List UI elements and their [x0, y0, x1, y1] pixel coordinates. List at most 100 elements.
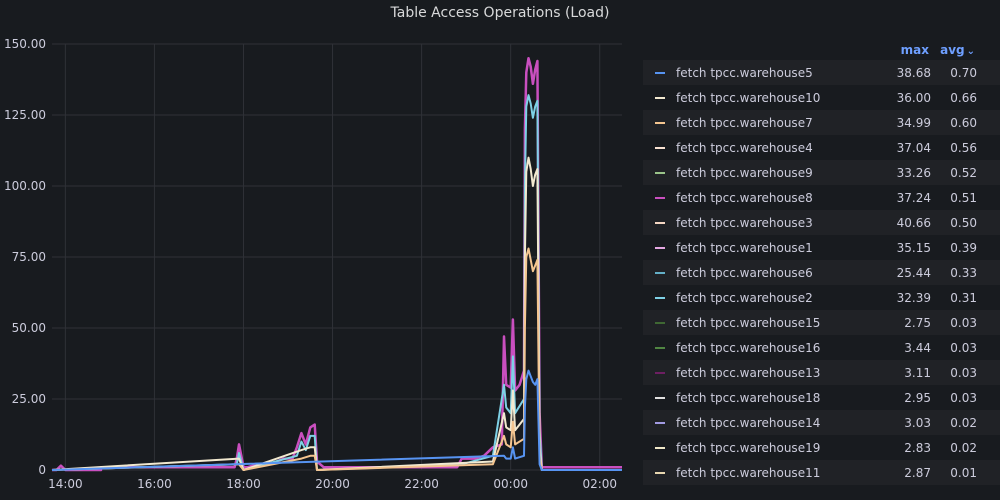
legend-max-header[interactable]: max	[900, 43, 929, 57]
legend-item-label: fetch tpcc.warehouse16	[676, 340, 821, 355]
line-chart[interactable]: 0 25.00 50.00 75.00 100.00 125.00 150.00 14:00…	[0, 0, 630, 500]
legend-item[interactable]: fetch tpcc.warehouse3 40.66 0.50	[643, 210, 1000, 235]
legend-item[interactable]: fetch tpcc.warehouse8 37.24 0.51	[643, 185, 1000, 210]
legend-item-max: 25.44	[896, 265, 931, 280]
legend-item[interactable]: fetch tpcc.warehouse15 2.75 0.03	[643, 310, 1000, 335]
legend-item-label: fetch tpcc.warehouse2	[676, 290, 813, 305]
legend-item-avg: 0.02	[950, 440, 977, 455]
legend-item[interactable]: fetch tpcc.warehouse13 3.11 0.03	[643, 360, 1000, 385]
legend-item-avg: 0.39	[950, 240, 977, 255]
series-color-swatch	[655, 196, 665, 199]
legend-item-max: 2.75	[904, 315, 931, 330]
legend-item-avg: 0.02	[950, 415, 977, 430]
legend-item-label: fetch tpcc.warehouse11	[676, 465, 821, 480]
series-color-swatch	[655, 346, 665, 349]
legend-item[interactable]: fetch tpcc.warehouse9 33.26 0.52	[643, 160, 1000, 185]
legend-item-label: fetch tpcc.warehouse15	[676, 315, 821, 330]
legend-item[interactable]: fetch tpcc.warehouse19 2.83 0.02	[643, 435, 1000, 460]
legend-item-max: 2.87	[904, 465, 931, 480]
legend-item-avg: 0.56	[950, 140, 977, 155]
legend-item[interactable]: fetch tpcc.warehouse5 38.68 0.70	[643, 60, 1000, 85]
legend-item[interactable]: fetch tpcc.warehouse4 37.04 0.56	[643, 135, 1000, 160]
legend-item[interactable]: fetch tpcc.warehouse16 3.44 0.03	[643, 335, 1000, 360]
y-tick-label: 50.00	[12, 321, 46, 335]
legend-item-avg: 0.03	[950, 390, 977, 405]
plot-series	[51, 56, 622, 472]
legend-header: max avg ⌄	[643, 40, 1000, 60]
legend-avg-header[interactable]: avg ⌄	[929, 43, 975, 57]
legend-item-avg: 0.70	[950, 65, 977, 80]
series-line	[51, 369, 622, 471]
legend-item-max: 33.26	[896, 165, 931, 180]
legend-item-avg: 0.51	[950, 190, 977, 205]
legend-item-max: 38.68	[896, 65, 931, 80]
legend-item[interactable]: fetch tpcc.warehouse2 32.39 0.31	[643, 285, 1000, 310]
legend-item-label: fetch tpcc.warehouse8	[676, 190, 813, 205]
y-tick-label: 100.00	[4, 179, 46, 193]
legend-item-label: fetch tpcc.warehouse19	[676, 440, 821, 455]
series-color-swatch	[655, 221, 665, 224]
panel-title: Table Access Operations (Load)	[390, 5, 610, 21]
legend-item-max: 3.11	[904, 365, 931, 380]
legend-item[interactable]: fetch tpcc.warehouse14 3.03 0.02	[643, 410, 1000, 435]
legend-item[interactable]: fetch tpcc.warehouse6 25.44 0.33	[643, 260, 1000, 285]
legend-item[interactable]: fetch tpcc.warehouse11 2.87 0.01	[643, 460, 1000, 485]
x-axis-labels: 14:00 16:00 18:00 20:00 22:00 00:00 02:00	[48, 477, 617, 491]
series-color-swatch	[655, 421, 665, 424]
legend-item-label: fetch tpcc.warehouse3	[676, 215, 813, 230]
legend-item-label: fetch tpcc.warehouse14	[676, 415, 821, 430]
series-line	[51, 156, 622, 471]
series-color-swatch	[655, 471, 665, 474]
y-tick-label: 150.00	[4, 37, 46, 51]
legend-item[interactable]: fetch tpcc.warehouse1 35.15 0.39	[643, 235, 1000, 260]
legend-item-avg: 0.66	[950, 90, 977, 105]
y-tick-label: 0	[38, 463, 46, 477]
legend-item-label: fetch tpcc.warehouse1	[676, 240, 813, 255]
series-line	[51, 94, 622, 471]
series-color-swatch	[655, 296, 665, 299]
series-color-swatch	[655, 321, 665, 324]
legend-item-label: fetch tpcc.warehouse18	[676, 390, 821, 405]
legend-avg-label: avg	[940, 43, 965, 57]
x-tick-label: 20:00	[315, 477, 350, 491]
legend-item-avg: 0.52	[950, 165, 977, 180]
legend-item-max: 3.44	[904, 340, 931, 355]
legend-item[interactable]: fetch tpcc.warehouse18 2.95 0.03	[643, 385, 1000, 410]
legend-item-label: fetch tpcc.warehouse4	[676, 140, 813, 155]
series-color-swatch	[655, 446, 665, 449]
legend-item-label: fetch tpcc.warehouse5	[676, 65, 813, 80]
legend-item-max: 34.99	[896, 115, 931, 130]
x-tick-label: 14:00	[48, 477, 83, 491]
legend-item-label: fetch tpcc.warehouse10	[676, 90, 821, 105]
series-color-swatch	[655, 171, 665, 174]
legend-item-avg: 0.03	[950, 365, 977, 380]
series-color-swatch	[655, 246, 665, 249]
legend-item-avg: 0.33	[950, 265, 977, 280]
y-tick-label: 125.00	[4, 108, 46, 122]
x-tick-label: 16:00	[137, 477, 172, 491]
series-color-swatch	[655, 271, 665, 274]
y-axis-labels: 0 25.00 50.00 75.00 100.00 125.00 150.00	[4, 37, 46, 477]
legend-item-avg: 0.03	[950, 340, 977, 355]
x-tick-label: 02:00	[582, 477, 617, 491]
legend-item-max: 37.24	[896, 190, 931, 205]
legend-item[interactable]: fetch tpcc.warehouse7 34.99 0.60	[643, 110, 1000, 135]
x-tick-label: 22:00	[404, 477, 439, 491]
legend-item[interactable]: fetch tpcc.warehouse10 36.00 0.66	[643, 85, 1000, 110]
legend-item-max: 3.03	[904, 415, 931, 430]
legend-item-max: 32.39	[896, 290, 931, 305]
legend-item-avg: 0.03	[950, 315, 977, 330]
y-tick-label: 75.00	[12, 250, 46, 264]
legend-item-label: fetch tpcc.warehouse9	[676, 165, 813, 180]
series-line	[51, 247, 622, 471]
series-color-swatch	[655, 121, 665, 124]
y-tick-label: 25.00	[12, 392, 46, 406]
legend-item-avg: 0.50	[950, 215, 977, 230]
legend-item-max: 37.04	[896, 140, 931, 155]
legend-item-max: 2.83	[904, 440, 931, 455]
legend-rows: fetch tpcc.warehouse5 38.68 0.70 fetch tpcc…	[643, 60, 1000, 485]
legend-item-max: 36.00	[896, 90, 931, 105]
legend: max avg ⌄ fetch tpcc.warehouse5 38.68 0.70 f…	[643, 40, 1000, 485]
series-color-swatch	[655, 71, 665, 74]
legend-item-label: fetch tpcc.warehouse7	[676, 115, 813, 130]
